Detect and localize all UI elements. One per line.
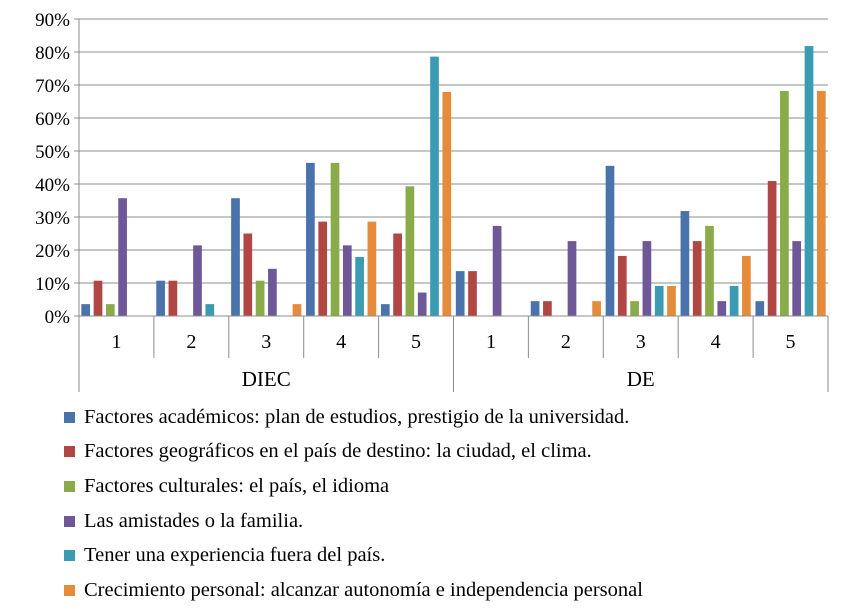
x-category-label: 5 (411, 331, 421, 353)
bar (81, 304, 91, 316)
bar (717, 301, 727, 316)
bar (705, 225, 714, 316)
legend-item: Tener una experiencia fuera del país. (64, 538, 643, 573)
bar (755, 301, 765, 316)
legend-swatch (64, 480, 75, 492)
y-tick-label: 0% (45, 307, 71, 328)
bar (393, 233, 402, 316)
legend-item: Las amistades o la familia. (64, 504, 643, 539)
bar (93, 280, 103, 316)
axes (74, 18, 829, 392)
bar (667, 285, 676, 316)
bar (355, 256, 364, 316)
bar (205, 304, 215, 316)
bar (268, 268, 277, 316)
x-category-label: 1 (111, 331, 121, 353)
bar (567, 241, 577, 316)
bar (605, 165, 615, 316)
bar (430, 56, 439, 317)
bar (330, 162, 340, 316)
bar (243, 233, 253, 316)
gridlines (79, 18, 828, 284)
bar (468, 271, 477, 316)
y-tick-label: 40% (35, 175, 70, 196)
bar (543, 301, 552, 316)
bar (118, 198, 127, 316)
y-tick-label: 30% (35, 208, 70, 229)
y-tick-label: 10% (35, 274, 70, 295)
legend-swatch (64, 584, 75, 596)
legend-label: Factores geográficos en el país de desti… (84, 440, 592, 463)
legend-item: Factores académicos: plan de estudios, p… (64, 400, 643, 435)
y-tick-label: 90% (35, 10, 70, 31)
bar (405, 186, 415, 316)
legend-swatch (64, 515, 75, 527)
bars (81, 46, 826, 317)
legend-label: Factores culturales: el país, el idioma (84, 474, 390, 497)
x-category-label: 3 (636, 331, 646, 353)
bar (692, 241, 702, 316)
x-category-label: 2 (186, 331, 196, 353)
legend-item: Crecimiento personal: alcanzar autonomía… (64, 573, 643, 608)
bar (767, 181, 777, 316)
y-tick-label: 20% (35, 241, 70, 262)
bar (729, 285, 739, 316)
x-category-label: 3 (261, 331, 271, 353)
bar (680, 211, 690, 316)
x-category-label: 2 (561, 331, 571, 353)
bar (804, 46, 814, 317)
bar (156, 280, 165, 316)
y-tick-label: 60% (35, 109, 70, 130)
x-category-label: 4 (711, 331, 721, 353)
bar (380, 304, 390, 316)
y-tick-label: 70% (35, 76, 70, 97)
bar (492, 225, 502, 316)
bar (742, 255, 751, 316)
bar (193, 245, 202, 316)
legend-label: Factores académicos: plan de estudios, p… (84, 405, 630, 428)
bar (592, 301, 601, 316)
legend-swatch (64, 446, 75, 458)
bar (617, 255, 627, 316)
x-category-label: 5 (786, 331, 796, 353)
legend-item: Factores culturales: el país, el idioma (64, 469, 643, 504)
bar (816, 90, 826, 316)
bar (255, 280, 265, 316)
bar (342, 245, 352, 316)
bar (292, 304, 302, 316)
bar (417, 292, 427, 316)
bar (367, 221, 377, 316)
legend: Factores académicos: plan de estudios, p… (64, 400, 643, 608)
bar (168, 280, 178, 316)
bar (642, 241, 652, 316)
bar (442, 91, 452, 317)
y-axis-ticks: 0% 10% 20% 30% 40% 50% 60% 70% 80% 90% (35, 10, 70, 328)
legend-swatch (64, 550, 75, 562)
bar (792, 241, 802, 316)
bar (654, 285, 664, 316)
bar (780, 90, 789, 316)
bar (318, 221, 328, 316)
bar-chart: 0% 10% 20% 30% 40% 50% 60% 70% 80% 90% 1 2 3 4 5 1 2 3 4 5… (35, 10, 829, 392)
x-axis-groups: DIEC DE (242, 367, 655, 391)
bar (105, 304, 115, 316)
x-category-label: 1 (486, 331, 496, 353)
bar (455, 271, 465, 316)
legend-label: Las amistades o la familia. (84, 509, 304, 532)
bar (231, 198, 240, 316)
legend-swatch (64, 411, 75, 423)
legend-item: Factores geográficos en el país de desti… (64, 435, 643, 470)
x-category-label: 4 (336, 331, 346, 353)
bar (630, 301, 639, 316)
bar (530, 301, 540, 316)
legend-label: Crecimiento personal: alcanzar autonomía… (84, 578, 643, 601)
x-group-label: DIEC (242, 367, 291, 391)
y-tick-label: 80% (35, 43, 70, 64)
legend-label: Tener una experiencia fuera del país. (84, 544, 386, 567)
x-axis-categories: 1 2 3 4 5 1 2 3 4 5 (111, 331, 795, 353)
y-tick-label: 50% (35, 142, 70, 163)
bar (306, 162, 315, 316)
x-group-label: DE (627, 367, 655, 391)
